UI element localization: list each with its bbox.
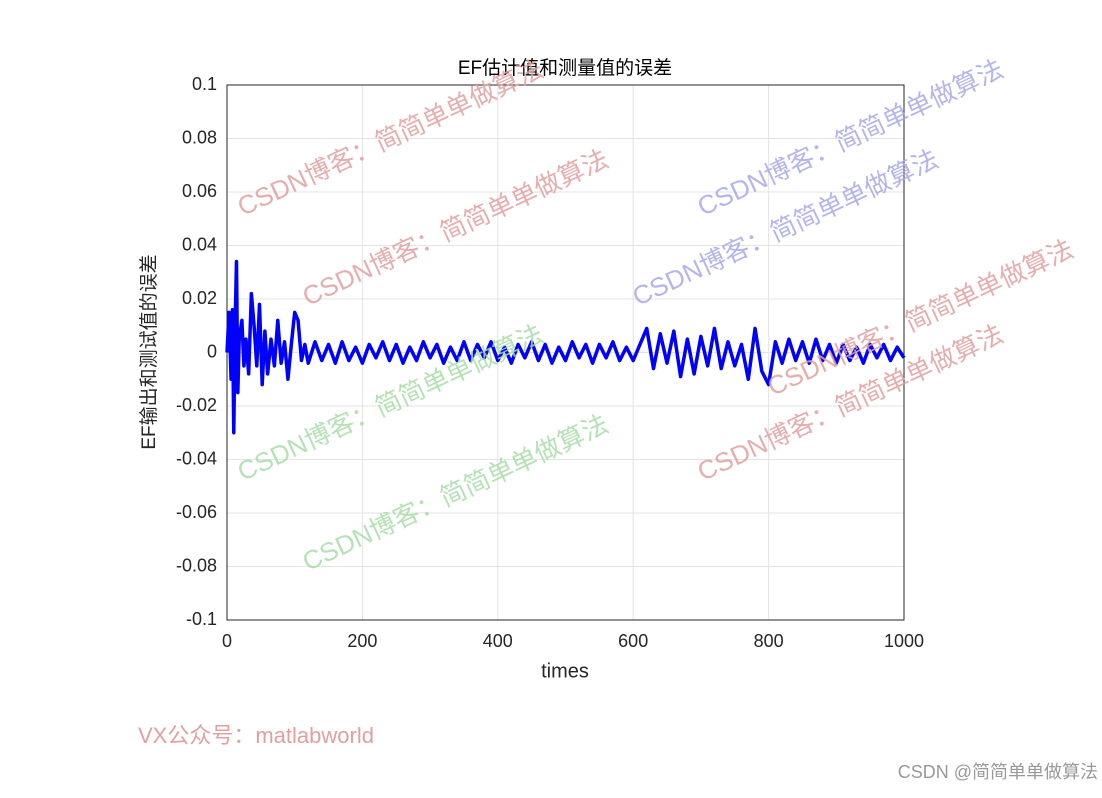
x-axis-label: times [541,660,589,682]
credit: CSDN @简简单单做算法 [898,762,1098,782]
y-tick-label: -0.04 [176,448,217,468]
x-tick-label: 1000 [884,631,924,651]
y-axis-label: EF输出和测试值的误差 [138,254,160,449]
y-tick-label: -0.02 [176,395,217,415]
y-tick-label: -0.08 [176,555,217,575]
x-tick-label: 200 [347,631,377,651]
y-tick-label: 0.06 [182,181,217,201]
y-tick-label: -0.1 [186,609,217,629]
x-tick-label: 0 [222,631,232,651]
y-tick-label: 0 [207,341,217,361]
y-tick-label: 0.04 [182,234,217,254]
y-tick-label: 0.08 [182,127,217,147]
y-tick-label: -0.06 [176,502,217,522]
footer-note: VX公众号：matlabworld [138,723,374,748]
y-tick-label: 0.1 [192,74,217,94]
x-tick-label: 600 [618,631,648,651]
x-tick-label: 800 [754,631,784,651]
y-tick-label: 0.02 [182,288,217,308]
x-tick-label: 400 [483,631,513,651]
data-line [225,259,906,435]
chart-title: EF估计值和测量值的误差 [458,57,672,79]
